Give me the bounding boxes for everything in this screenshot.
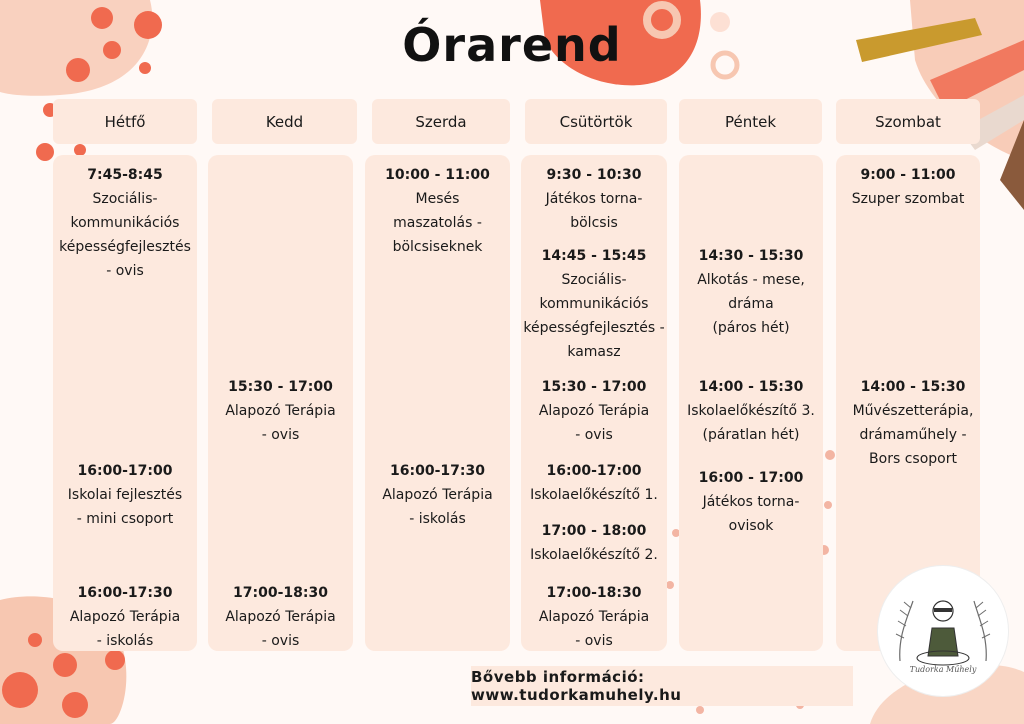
header-hetfo: Hétfő (53, 99, 197, 144)
entry-activity: Játékos torna- ovisok (702, 494, 800, 534)
schedule-entry: 15:30 - 17:00 Alapozó Terápia - ovis (208, 375, 353, 447)
column-pentek (679, 155, 823, 651)
entry-activity: Alapozó Terápia - iskolás (382, 487, 493, 527)
entry-activity: Iskolai fejlesztés - mini csoport (67, 487, 183, 527)
entry-activity: Alapozó Terápia - iskolás (69, 609, 181, 649)
entry-activity: Szociális- kommunikációs képességfejlesz… (523, 272, 665, 360)
schedule-entry: 15:30 - 17:00 Alapozó Terápia - ovis (515, 375, 673, 447)
header-pentek: Péntek (679, 99, 822, 144)
header-csutortok: Csütörtök (525, 99, 667, 144)
schedule-entry: 7:45-8:45 Szociális- kommunikációs képes… (53, 163, 197, 283)
entry-activity: Szociális- kommunikációs képességfejlesz… (59, 191, 191, 279)
entry-activity: Művészetterápia, drámaműhely - Bors csop… (852, 403, 974, 467)
schedule-entry: 14:45 - 15:45 Szociális- kommunikációs k… (515, 244, 673, 364)
entry-activity: Alkotás - mese, dráma (páros hét) (697, 272, 805, 336)
entry-time: 16:00-17:00 (77, 463, 173, 479)
schedule-entry: 14:00 - 15:30 Iskolaelőkészítő 3. (párat… (679, 375, 823, 447)
schedule-entry: 10:00 - 11:00 Mesés maszatolás - bölcsis… (365, 163, 510, 259)
entry-time: 16:00-17:30 (390, 463, 485, 479)
schedule-entry: 9:30 - 10:30 Játékos torna- bölcsis (515, 163, 673, 235)
entry-activity: Alapozó Terápia - ovis (225, 609, 336, 649)
column-hetfo (53, 155, 197, 651)
entry-time: 17:00-18:30 (546, 585, 642, 601)
column-csutortok (521, 155, 667, 651)
schedule-entry: 9:00 - 11:00 Szuper szombat (836, 163, 980, 211)
entry-time: 10:00 - 11:00 (385, 167, 490, 183)
header-kedd: Kedd (212, 99, 357, 144)
entry-activity: Iskolaelőkészítő 3. (páratlan hét) (687, 403, 815, 443)
schedule-entry: 14:00 - 15:30 Művészetterápia, drámaműhe… (836, 375, 990, 471)
schedule-entry: 17:00-18:30 Alapozó Terápia - ovis (208, 581, 353, 653)
entry-time: 14:00 - 15:30 (860, 379, 966, 395)
logo: Tudorka Műhely (877, 565, 1009, 697)
logo-text: Tudorka Műhely (909, 665, 977, 674)
schedule-entry: 16:00-17:00 Iskolaelőkészítő 1. (515, 459, 673, 507)
schedule-entry: 16:00 - 17:00 Játékos torna- ovisok (679, 466, 823, 538)
header-szombat: Szombat (836, 99, 980, 144)
entry-time: 17:00-18:30 (233, 585, 328, 601)
entry-activity: Játékos torna- bölcsis (545, 191, 643, 231)
schedule-entry: 16:00-17:30 Alapozó Terápia - iskolás (365, 459, 510, 531)
entry-activity: Szuper szombat (851, 191, 965, 207)
entry-activity: Iskolaelőkészítő 2. (530, 547, 658, 563)
column-szerda (365, 155, 510, 651)
footer-info: Bővebb információ: www.tudorkamuhely.hu (471, 666, 853, 706)
entry-time: 9:30 - 10:30 (546, 167, 642, 183)
schedule-entry: 17:00 - 18:00 Iskolaelőkészítő 2. (515, 519, 673, 567)
entry-time: 14:45 - 15:45 (541, 248, 647, 264)
entry-time: 7:45-8:45 (87, 167, 163, 183)
entry-time: 15:30 - 17:00 (541, 379, 647, 395)
entry-activity: Mesés maszatolás - bölcsiseknek (392, 191, 483, 255)
entry-time: 17:00 - 18:00 (541, 523, 647, 539)
logo-illustration-icon (895, 600, 991, 666)
schedule-entry: 16:00-17:00 Iskolai fejlesztés - mini cs… (53, 459, 197, 531)
page-title: Órarend (402, 18, 622, 72)
entry-activity: Alapozó Terápia - ovis (538, 609, 650, 649)
schedule-entry: 16:00-17:30 Alapozó Terápia - iskolás (53, 581, 197, 653)
entry-time: 14:30 - 15:30 (698, 248, 804, 264)
entry-time: 16:00-17:30 (77, 585, 173, 601)
entry-activity: Iskolaelőkészítő 1. (530, 487, 658, 503)
schedule-entry: 14:30 - 15:30 Alkotás - mese, dráma (pár… (679, 244, 823, 340)
entry-time: 9:00 - 11:00 (860, 167, 956, 183)
entry-activity: Alapozó Terápia - ovis (538, 403, 650, 443)
entry-time: 16:00-17:00 (546, 463, 642, 479)
entry-time: 16:00 - 17:00 (698, 470, 804, 486)
header-szerda: Szerda (372, 99, 510, 144)
schedule-entry: 17:00-18:30 Alapozó Terápia - ovis (515, 581, 673, 653)
entry-time: 15:30 - 17:00 (228, 379, 333, 395)
column-kedd (208, 155, 353, 651)
entry-activity: Alapozó Terápia - ovis (225, 403, 336, 443)
entry-time: 14:00 - 15:30 (698, 379, 804, 395)
